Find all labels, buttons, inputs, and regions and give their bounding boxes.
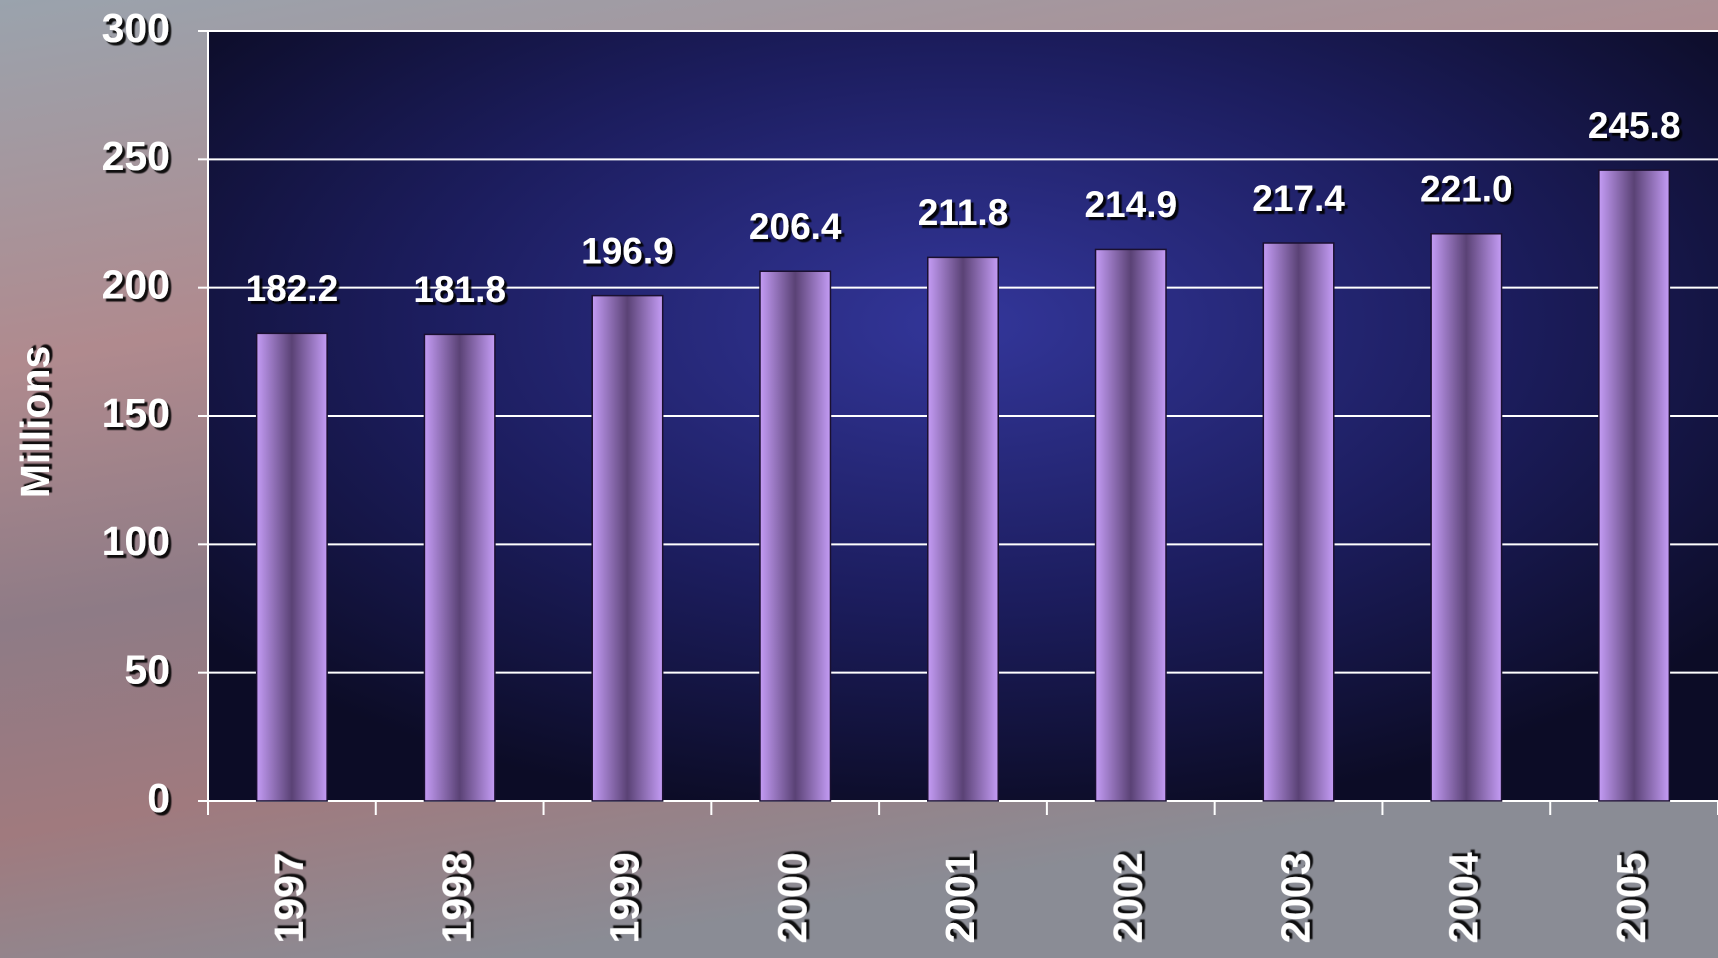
bar (1430, 233, 1503, 802)
value-label: 214.9 (1084, 184, 1177, 225)
bar (927, 256, 999, 802)
y-tick-label: 300 (102, 5, 170, 51)
value-label: 181.8 (413, 269, 506, 310)
x-tick-label: 1997 (266, 852, 312, 943)
bar (1598, 169, 1671, 802)
value-label: 245.8 (1588, 105, 1681, 146)
bar (1262, 242, 1335, 802)
x-tick-label: 2002 (1105, 852, 1151, 943)
value-label: 217.4 (1252, 178, 1345, 219)
x-tick-label: 1998 (433, 852, 479, 943)
value-label: 182.2 (246, 268, 339, 309)
y-tick-label: 250 (102, 133, 170, 179)
value-label: 221.0 (1420, 169, 1513, 210)
value-label: 211.8 (918, 192, 1009, 233)
y-tick-label: 0 (147, 775, 170, 821)
y-tick-label: 100 (102, 518, 170, 564)
y-tick-label: 150 (102, 390, 170, 436)
x-tick-label: 2001 (937, 852, 983, 943)
bar (1094, 248, 1167, 802)
x-tick-label: 2005 (1608, 852, 1654, 943)
x-tick-label: 2003 (1272, 852, 1318, 943)
y-tick-label: 50 (124, 646, 170, 692)
bar (591, 294, 664, 802)
y-tick-label: 200 (102, 261, 170, 307)
value-label: 206.4 (749, 206, 842, 247)
y-axis-label: Millions (12, 346, 58, 499)
x-tick-label: 1999 (601, 852, 647, 943)
x-tick-label: 2004 (1440, 852, 1486, 943)
x-tick-label: 2000 (769, 852, 815, 943)
bar (423, 333, 496, 802)
bar (759, 270, 832, 802)
value-label: 196.9 (581, 230, 674, 271)
bar (255, 332, 328, 802)
